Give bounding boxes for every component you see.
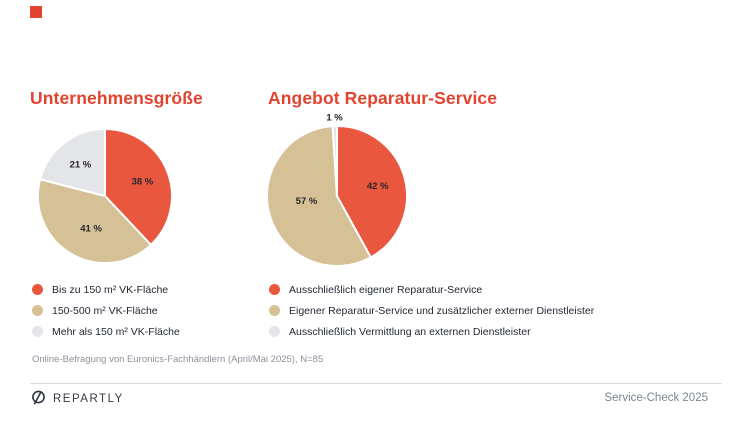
footer-right-text: Service-Check 2025	[604, 392, 708, 404]
pie-slice	[37, 178, 152, 264]
pie-value-label: 1 %	[326, 112, 343, 123]
legend-label: Eigener Reparatur-Service und zusätzlich…	[289, 304, 595, 317]
brand-name: REPARTLY	[53, 392, 124, 405]
legend-bullet	[269, 305, 280, 316]
pie-slice	[104, 128, 173, 246]
legend-item: 150-500 m² VK-Fläche	[32, 300, 180, 321]
legend-angebot-reparatur-service: Ausschließlich eigener Reparatur-Service…	[269, 279, 594, 342]
brand: REPARTLY	[30, 389, 124, 408]
legend-label: Ausschließlich Vermittlung an externen D…	[289, 325, 531, 338]
legend-item: Bis zu 150 m² VK-Fläche	[32, 279, 180, 300]
footnote: Online-Befragung von Euronics-Fachhändle…	[32, 354, 324, 365]
legend-item: Eigener Reparatur-Service und zusätzlich…	[269, 300, 594, 321]
chart-title-unternehmensgroesse: Unternehmensgröße	[30, 88, 203, 108]
repartly-logo-icon	[32, 390, 45, 405]
legend-label: Bis zu 150 m² VK-Fläche	[52, 283, 169, 296]
legend-bullet	[32, 326, 43, 337]
legend-unternehmensgroesse: Bis zu 150 m² VK-Fläche 150-500 m² VK-Flä…	[32, 279, 180, 342]
pie-slice	[336, 125, 408, 259]
brand-corner-square	[30, 6, 42, 18]
pie-value-label: 57 %	[296, 196, 318, 207]
pie-chart-angebot-reparatur-service: 42 % 57 % 1 %	[265, 112, 408, 268]
pie-slice	[39, 128, 106, 197]
legend-item: Ausschließlich Vermittlung an externen D…	[269, 321, 594, 342]
legend-label: Mehr als 150 m² VK-Fläche	[52, 325, 180, 338]
legend-item: Ausschließlich eigener Reparatur-Service	[269, 279, 594, 300]
pie-value-label: 21 %	[70, 160, 92, 171]
legend-label: Ausschließlich eigener Reparatur-Service	[289, 283, 483, 296]
chart-title-angebot-reparatur-service: Angebot Reparatur-Service	[268, 88, 498, 108]
legend-item: Mehr als 150 m² VK-Fläche	[32, 321, 180, 342]
pie-value-label: 38 %	[132, 177, 154, 188]
legend-label: 150-500 m² VK-Fläche	[52, 304, 158, 317]
footer-divider	[30, 383, 722, 384]
legend-bullet	[269, 326, 280, 337]
pie-value-label: 42 %	[367, 181, 389, 192]
legend-bullet	[32, 305, 43, 316]
pie-chart-unternehmensgroesse: 38 % 41 % 21 %	[37, 128, 173, 264]
legend-bullet	[269, 284, 280, 295]
legend-bullet	[32, 284, 43, 295]
pie-value-label: 41 %	[80, 223, 102, 234]
pie-slice	[331, 125, 338, 197]
pie-slice	[265, 125, 372, 268]
